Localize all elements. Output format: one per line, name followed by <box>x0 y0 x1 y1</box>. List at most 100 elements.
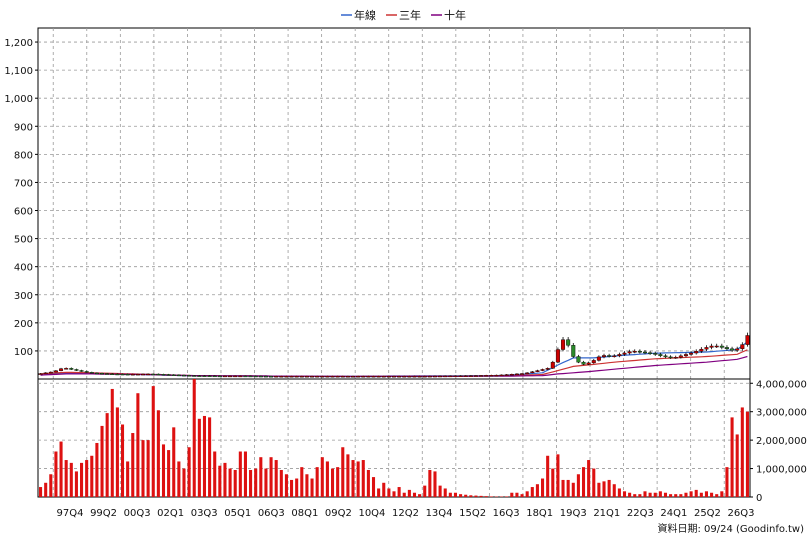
volume-bar <box>346 454 350 497</box>
candle-body <box>100 373 105 375</box>
candle-body <box>658 354 663 357</box>
volume-bar <box>663 492 668 497</box>
volume-bar <box>387 488 391 497</box>
candle-body <box>243 375 248 378</box>
candle-body <box>427 375 432 378</box>
volume-tick-label: 3,000,000 <box>756 408 807 419</box>
volume-bar <box>535 484 539 497</box>
volume-bar <box>64 460 68 497</box>
x-tick-label: 24Q1 <box>660 508 687 519</box>
volume-bar <box>110 388 114 497</box>
volume-bar <box>704 491 708 497</box>
candle-body <box>724 347 729 350</box>
candle-body <box>699 348 704 352</box>
volume-bar <box>39 487 43 497</box>
candle-body <box>709 345 714 348</box>
volume-bar <box>622 491 627 497</box>
candle-body <box>735 348 740 351</box>
candle-body <box>694 351 699 354</box>
price-tick-label: 400 <box>14 263 33 274</box>
candle-body <box>448 375 453 378</box>
volume-bar <box>310 478 314 497</box>
volume-bar <box>448 492 452 497</box>
candle-body <box>479 375 484 377</box>
candle-body <box>489 375 494 377</box>
candle-body <box>356 375 361 378</box>
volume-bar <box>361 460 365 497</box>
volume-bar <box>295 478 299 497</box>
candle-body <box>719 345 724 348</box>
candle-body <box>443 375 448 378</box>
candle-body <box>125 373 130 376</box>
volume-bar <box>161 444 166 497</box>
candle-body <box>514 373 519 376</box>
candle-body <box>468 375 473 377</box>
volume-bar <box>592 468 596 497</box>
candle-body <box>105 373 110 375</box>
volume-bar <box>336 467 340 497</box>
candle-body <box>627 351 632 354</box>
volume-bar <box>177 461 181 497</box>
candle-body <box>217 375 222 378</box>
candle-body <box>730 348 735 351</box>
candle-body <box>248 375 253 378</box>
candle-body <box>545 368 550 370</box>
volume-bar <box>520 494 524 497</box>
candle-body <box>392 375 396 378</box>
volume-bar <box>612 484 616 497</box>
volume-bar <box>146 440 150 497</box>
volume-bar <box>284 474 288 497</box>
candle-body <box>53 370 58 373</box>
candle-body <box>274 375 279 378</box>
candle-body <box>187 375 192 377</box>
x-tick-label: 10Q4 <box>358 508 385 519</box>
price-tick-label: 500 <box>14 235 33 246</box>
candle-body <box>484 375 489 377</box>
volume-bar <box>151 386 155 497</box>
volume-bar <box>238 451 242 497</box>
volume-bar <box>197 418 201 497</box>
volume-bar <box>684 492 688 497</box>
candle-body <box>632 351 637 353</box>
candle-body <box>530 371 535 374</box>
volume-bar <box>320 457 324 497</box>
volume-bar <box>305 474 309 497</box>
volume-bar <box>182 468 186 497</box>
volume-bar <box>628 492 632 497</box>
volume-bar <box>689 491 693 497</box>
x-tick-label: 21Q1 <box>593 508 620 519</box>
candle-body <box>284 375 289 378</box>
price-tick-label: 300 <box>14 291 33 302</box>
volume-bar <box>249 469 253 497</box>
candle-body <box>335 375 340 378</box>
volume-bar <box>54 451 58 497</box>
volume-bar <box>412 492 417 497</box>
x-tick-label: 09Q2 <box>325 508 352 519</box>
candle-body <box>120 373 125 376</box>
volume-bar <box>515 492 519 497</box>
volume-bar <box>418 494 422 497</box>
volume-bar <box>679 494 683 497</box>
volume-bar <box>710 492 714 497</box>
volume-bar <box>694 489 698 497</box>
candle-body <box>79 370 84 372</box>
volume-bar <box>213 451 217 497</box>
candle-body <box>258 375 263 378</box>
volume-bar <box>541 478 545 497</box>
price-tick-label: 800 <box>14 150 33 161</box>
volume-bar <box>720 491 724 497</box>
candle-body <box>689 352 694 355</box>
volume-bar <box>228 468 232 497</box>
candle-body <box>648 352 653 354</box>
candle-body <box>146 373 151 376</box>
volume-bar <box>44 482 48 497</box>
volume-bar <box>674 494 678 497</box>
candle-body <box>366 375 371 378</box>
volume-bar <box>254 468 258 497</box>
candle-body <box>550 361 555 369</box>
price-tick-label: 1,100 <box>4 66 33 77</box>
candle-body <box>304 375 309 378</box>
ma-line-annual <box>40 341 748 377</box>
x-tick-label: 18Q1 <box>526 508 553 519</box>
